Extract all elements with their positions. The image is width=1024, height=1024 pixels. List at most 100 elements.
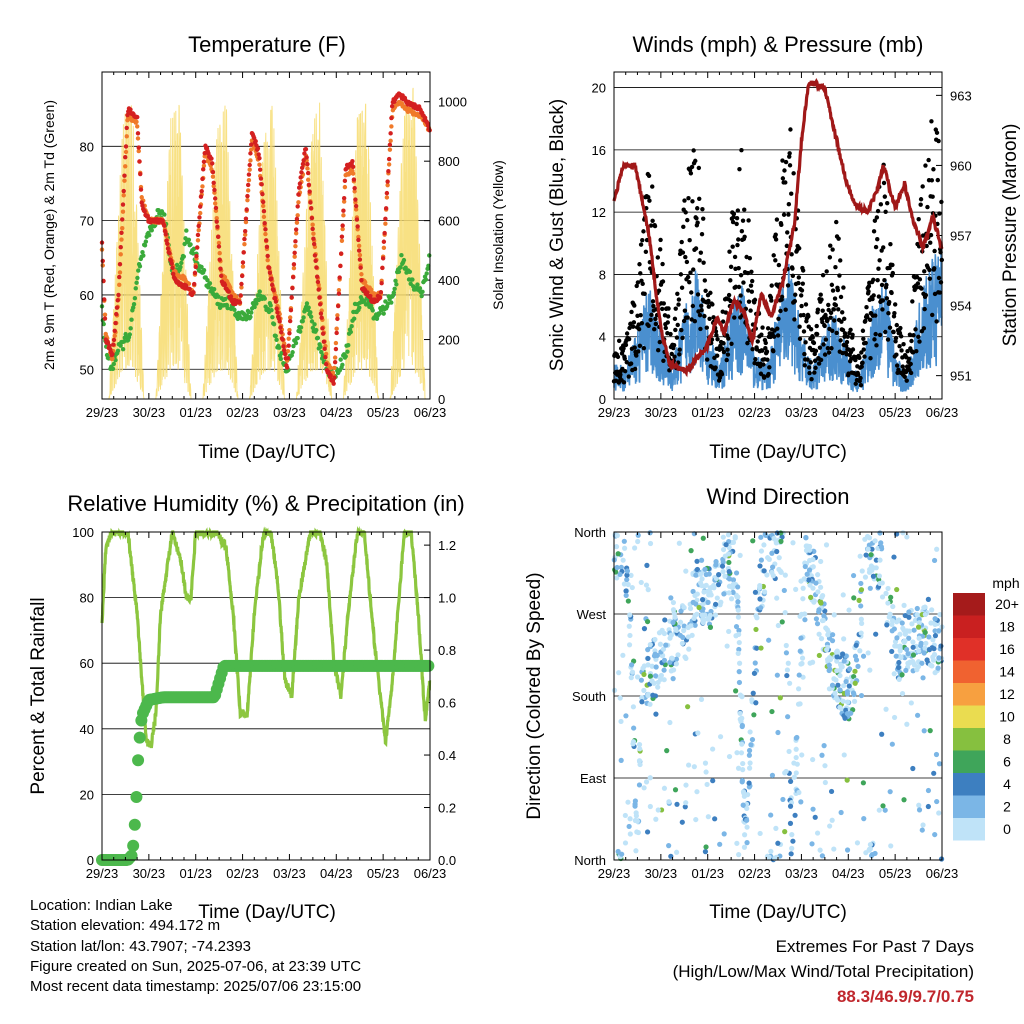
gust-point [701, 216, 706, 221]
gust-point [685, 217, 690, 223]
gust-point [692, 319, 698, 324]
gust-point [817, 345, 823, 350]
direction-point [662, 617, 668, 623]
gust-point [897, 343, 902, 349]
direction-point [837, 687, 843, 693]
direction-point [621, 538, 627, 544]
temp-9m-point [112, 333, 117, 339]
direction-point [636, 782, 643, 788]
dewpoint-point [298, 325, 304, 330]
temp-2m-point [210, 169, 216, 175]
gust-point [675, 291, 680, 297]
dewpoint-point [129, 317, 134, 322]
direction-point [622, 545, 628, 551]
direction-point [723, 542, 729, 548]
legend-swatch [953, 615, 985, 638]
temp-9m-point [388, 138, 393, 143]
direction-point [634, 818, 640, 824]
gust-point [719, 372, 725, 377]
direction-point [829, 682, 836, 688]
dewpoint-point [190, 251, 196, 256]
direction-point [858, 616, 864, 622]
gust-point [741, 280, 746, 285]
direction-point [842, 715, 848, 721]
temp-2m-point [350, 164, 356, 170]
temp-2m-point [111, 337, 117, 343]
temp-2m-point [211, 180, 216, 186]
dewpoint-point [301, 315, 306, 320]
temp-2m-point [213, 196, 218, 201]
direction-point [771, 535, 777, 542]
direction-point [926, 647, 933, 653]
temp-2m-point [342, 178, 348, 184]
gust-point [627, 325, 632, 331]
direction-point [706, 571, 712, 577]
gust-point [735, 242, 740, 248]
gust-point [824, 269, 829, 274]
gust-point [669, 351, 674, 357]
temperature-title: Temperature (F) [188, 32, 346, 57]
x-tick-label: 06/23 [926, 405, 959, 420]
temp-9m-point [333, 340, 339, 346]
direction-point [933, 751, 940, 758]
dewpoint-point [205, 277, 210, 283]
gust-point [829, 282, 835, 288]
direction-point [629, 584, 635, 591]
direction-point [858, 630, 864, 636]
direction-point [641, 626, 648, 632]
gust-point [648, 266, 653, 271]
direction-point [678, 619, 684, 625]
direction-point [880, 803, 886, 809]
gust-point [731, 211, 737, 217]
gust-point [760, 325, 765, 330]
direction-point [627, 831, 633, 837]
y-right-tick-label: 1.2 [438, 538, 456, 553]
gust-point [732, 254, 738, 260]
gust-point [930, 312, 935, 318]
gust-point [894, 352, 899, 357]
gust-point [939, 199, 944, 205]
y-right-tick-label: 960 [950, 158, 972, 173]
precip-point [125, 849, 138, 862]
gust-point [721, 341, 726, 346]
direction-point [694, 558, 700, 564]
temp-9m-point [216, 240, 222, 246]
direction-point [635, 532, 641, 538]
direction-point [722, 573, 728, 579]
winds-xlabel: Time (Day/UTC) [709, 442, 847, 463]
gust-point [750, 347, 755, 352]
dewpoint-point [340, 362, 345, 368]
gust-point [806, 314, 811, 319]
direction-point [726, 753, 733, 760]
dewpoint-point [291, 343, 296, 349]
gust-point [749, 289, 755, 294]
direction-point [887, 611, 893, 617]
gust-point [834, 330, 839, 336]
gust-point [780, 158, 785, 163]
gust-point [899, 348, 904, 353]
gust-point [826, 302, 831, 308]
gust-point [695, 220, 700, 225]
temp-2m-point [264, 244, 270, 250]
temp-2m-point [288, 308, 294, 313]
gust-point [884, 296, 890, 301]
temp-9m-point [200, 184, 205, 189]
gust-point [820, 273, 826, 278]
direction-point [631, 725, 637, 731]
direction-point [916, 648, 922, 654]
direction-point [647, 701, 653, 707]
direction-point [721, 831, 727, 837]
gust-point [803, 340, 808, 345]
direction-point [844, 699, 851, 705]
dewpoint-point [249, 310, 254, 315]
temp-9m-point [265, 257, 270, 263]
gust-point [922, 306, 927, 312]
gust-point [697, 312, 703, 318]
temp-9m-point [222, 274, 228, 280]
direction-point [858, 692, 865, 699]
direction-point [690, 599, 696, 605]
dewpoint-point [276, 345, 282, 350]
direction-point [685, 634, 691, 640]
direction-point [702, 849, 709, 855]
